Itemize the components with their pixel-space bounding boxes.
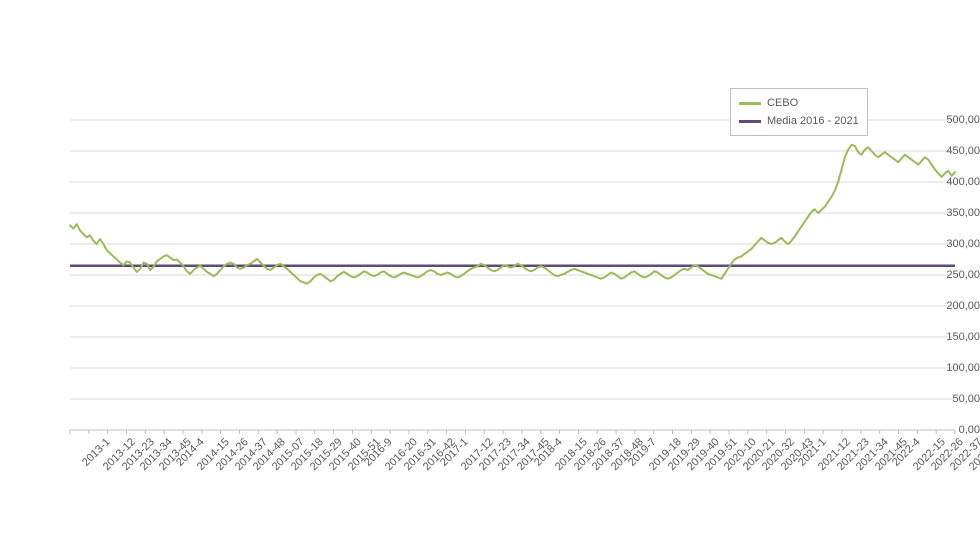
y-tick-label: 150,00 [918, 331, 980, 343]
y-tick-label: 200,00 [918, 300, 980, 312]
legend-label: CEBO [767, 95, 798, 111]
y-tick-label: 300,00 [918, 238, 980, 250]
y-tick-label: 100,00 [918, 362, 980, 374]
y-tick-label: 250,00 [918, 269, 980, 281]
legend-item: CEBO [739, 95, 859, 111]
line-chart: 0,00 50,00 100,00 150,00 200,00 250,00 300,00 3… [0, 0, 980, 560]
legend-swatch [739, 120, 761, 123]
chart-svg [0, 0, 980, 560]
legend-label: Media 2016 - 2021 [767, 113, 859, 129]
y-tick-label: 450,00 [918, 145, 980, 157]
y-tick-label: 350,00 [918, 207, 980, 219]
legend: CEBO Media 2016 - 2021 [730, 88, 868, 136]
y-tick-label: 500,00 [918, 114, 980, 126]
y-tick-label: 50,00 [918, 393, 980, 405]
legend-swatch [739, 102, 761, 105]
legend-item: Media 2016 - 2021 [739, 113, 859, 129]
y-tick-label: 400,00 [918, 176, 980, 188]
y-tick-label: 0,00 [918, 424, 980, 436]
